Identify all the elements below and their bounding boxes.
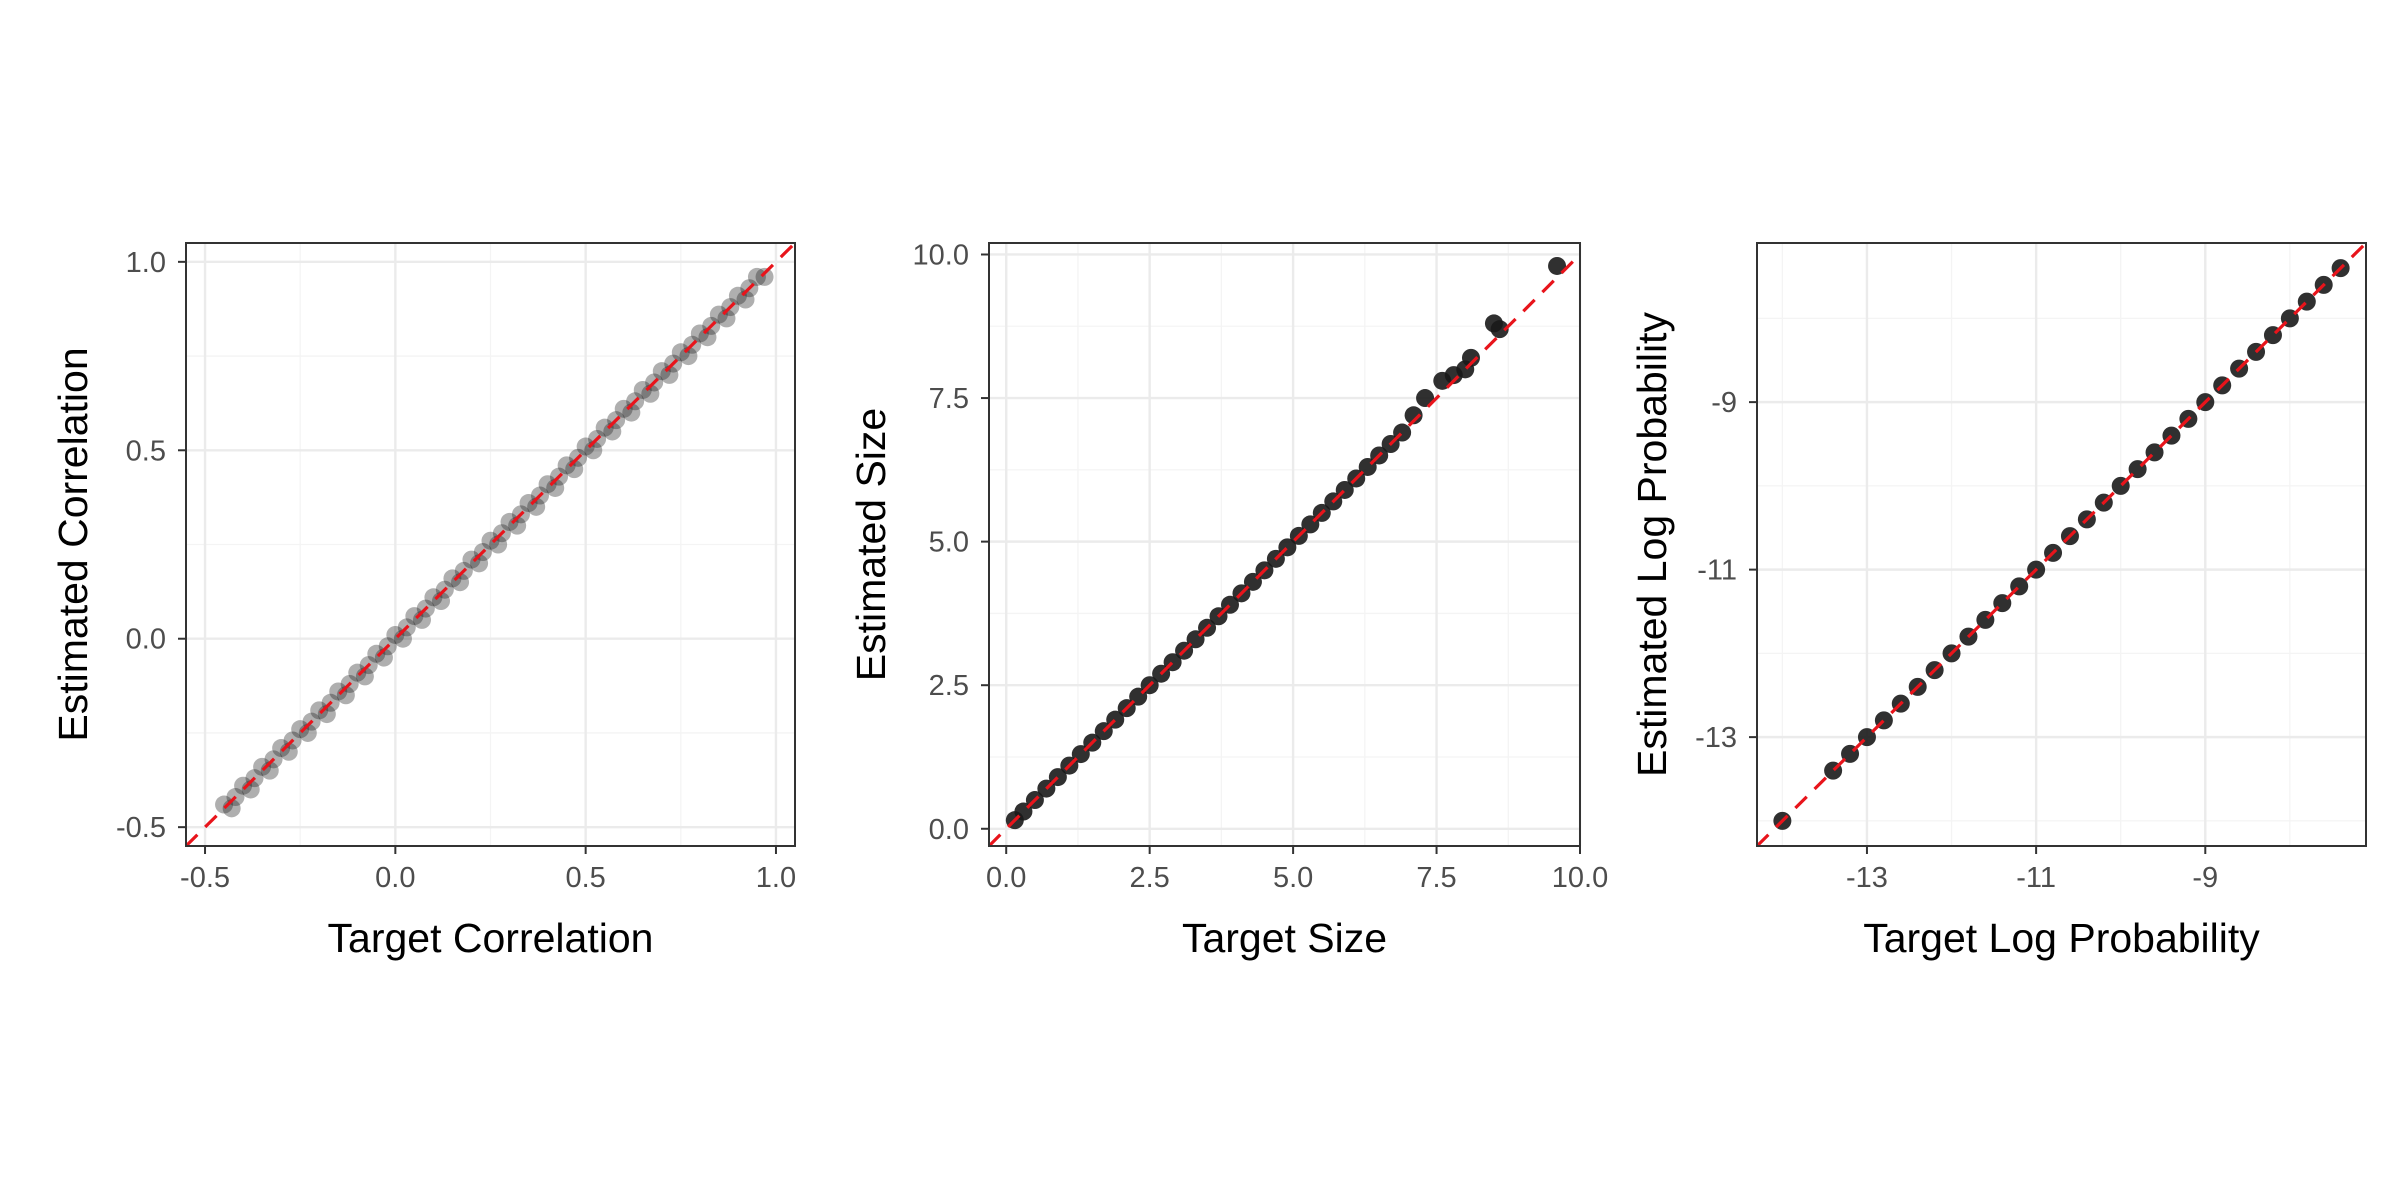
x-tick-label: 0.5	[565, 862, 605, 894]
y-axis-title-size: Estimated Size	[848, 408, 894, 681]
data-point	[595, 418, 614, 437]
panel-correlation: -0.5 0.0 0.5 1.0 -0.5 0.0 0.5 1.0 Target Correl…	[50, 241, 797, 961]
data-point	[690, 324, 709, 343]
x-tick-label: 1.0	[756, 862, 796, 894]
data-point	[614, 399, 633, 418]
data-point	[405, 607, 424, 626]
x-tick-label: -9	[2192, 862, 2218, 894]
data-point	[557, 456, 576, 475]
x-tick-label: 7.5	[1416, 862, 1456, 894]
data-point	[755, 267, 774, 286]
data-point	[728, 286, 747, 305]
x-tick-label: -11	[2016, 862, 2056, 894]
y-tick-label: -11	[1697, 555, 1737, 587]
data-point	[1416, 389, 1435, 408]
data-point	[747, 267, 766, 286]
data-point	[462, 550, 481, 569]
data-point	[234, 776, 253, 795]
data-point	[215, 795, 234, 814]
x-axis-title-log-probability: Target Log Probability	[1863, 915, 2260, 961]
data-point	[481, 531, 500, 550]
y-tick-label: 2.5	[929, 670, 969, 702]
y-tick-label: 0.5	[126, 435, 166, 467]
data-point	[538, 475, 557, 494]
data-point	[310, 701, 329, 720]
x-tick-label: 2.5	[1129, 862, 1169, 894]
reference-line-correlation	[184, 241, 797, 848]
x-tick-label: -13	[1846, 862, 1888, 894]
data-point	[291, 720, 310, 739]
data-point	[329, 682, 348, 701]
data-point	[698, 328, 717, 347]
panel-border-correlation	[185, 242, 796, 847]
data-point	[633, 380, 652, 399]
data-point	[253, 757, 272, 776]
data-point	[443, 569, 462, 588]
data-point	[272, 739, 291, 758]
data-point	[519, 494, 538, 513]
data-point	[1461, 348, 1480, 367]
panel-log-probability: -13 -11 -9-13-11-9 Target Log Probability …	[1629, 241, 2368, 961]
data-point	[671, 343, 690, 362]
data-point	[679, 347, 698, 366]
x-tick-label: 5.0	[1273, 862, 1313, 894]
x-axis-title-correlation: Target Correlation	[328, 915, 654, 961]
data-point	[660, 365, 679, 384]
panel-border-size	[988, 242, 1581, 847]
y-axis-title-correlation: Estimated Correlation	[50, 347, 96, 741]
data-point	[652, 362, 671, 381]
data-point	[386, 625, 405, 644]
x-axis-title-size: Target Size	[1182, 915, 1387, 961]
data-point	[1404, 406, 1423, 425]
y-tick-label: 0.0	[929, 814, 969, 846]
x-tick-label: 10.0	[1552, 862, 1608, 894]
data-point	[736, 290, 755, 309]
data-point	[717, 309, 736, 328]
data-point	[367, 644, 386, 663]
y-tick-label: -9	[1711, 387, 1737, 419]
data-point	[348, 663, 367, 682]
y-tick-label: 1.0	[126, 247, 166, 279]
reference-line-log-probability	[1755, 241, 2368, 848]
y-tick-label: 0.0	[126, 624, 166, 656]
panel-size: 0.0 2.5 5.0 7.5 10.0 0.0 2.5 5.0 7.5 10.0 Target …	[848, 239, 1608, 961]
panel-border-log-probability	[1756, 242, 2367, 847]
y-tick-label: -0.5	[116, 812, 166, 844]
y-tick-label: -13	[1695, 722, 1737, 754]
data-point	[424, 588, 443, 607]
x-tick-label: -0.5	[180, 862, 230, 894]
reference-line-size	[987, 253, 1582, 848]
y-axis-title-log-probability: Estimated Log Probability	[1629, 312, 1675, 777]
x-tick-label: 0.0	[986, 862, 1026, 894]
data-point	[1548, 256, 1567, 275]
y-tick-label: 10.0	[913, 239, 969, 271]
data-point	[1490, 320, 1509, 339]
data-point	[576, 437, 595, 456]
y-tick-label: 5.0	[929, 527, 969, 559]
x-tick-label: 0.0	[375, 862, 415, 894]
y-tick-label: 7.5	[929, 383, 969, 415]
data-point	[500, 512, 519, 531]
data-point	[709, 305, 728, 324]
